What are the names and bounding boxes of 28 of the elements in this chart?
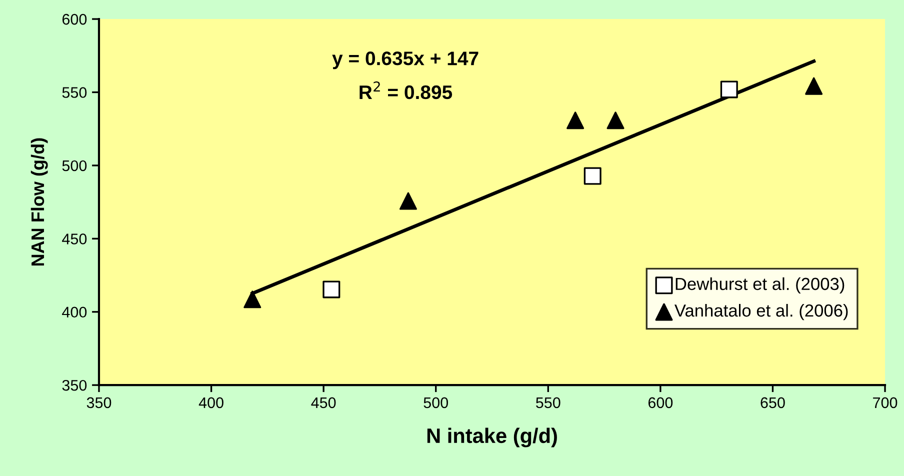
y-tick-label: 550	[62, 87, 87, 98]
x-tick-label: 400	[198, 397, 224, 408]
point	[720, 80, 738, 98]
annotation: R$^{2}$ = 0.895	[360, 81, 452, 100]
legend-label: Vanhatalo et al. (2006)	[674, 304, 848, 320]
y-tick-label: 400	[62, 306, 87, 318]
x-tick-label: 500	[424, 397, 448, 408]
point	[584, 167, 602, 185]
y-tick-label: 500	[62, 160, 87, 172]
point	[322, 280, 340, 298]
point	[805, 77, 823, 95]
point	[606, 112, 624, 130]
x-tick-label: 700	[873, 397, 898, 408]
x-tick-label: 350	[86, 397, 112, 408]
x-tick-label: 550	[536, 397, 560, 408]
x-axis-title: N intake (g/d)	[427, 428, 557, 448]
y-tick-label: 450	[62, 234, 87, 244]
y-tick-label: 350	[62, 380, 87, 391]
y-axis-title: NAN Flow (g/d)	[30, 138, 48, 266]
annotation: y = 0.635x + 147	[332, 51, 478, 70]
point	[399, 192, 417, 210]
y-tick-label: 600	[62, 14, 87, 25]
x-tick-label: 650	[760, 397, 785, 408]
x-tick-label: 450	[311, 397, 336, 408]
x-tick-label: 600	[648, 397, 673, 408]
legend-label: Dewhurst et al. (2003)	[676, 277, 844, 294]
point	[244, 290, 262, 308]
point	[566, 112, 584, 130]
